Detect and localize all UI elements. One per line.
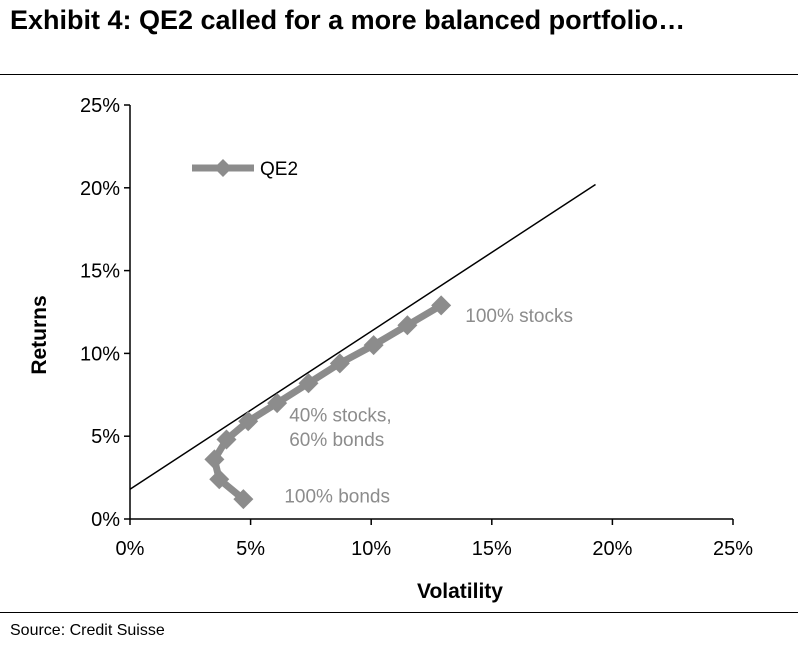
reference-line (129, 183, 596, 490)
x-axis-label: Volatility (417, 580, 503, 603)
x-tick-label: 25% (713, 538, 753, 560)
y-tick-label: 5% (91, 426, 120, 448)
data-point (329, 353, 350, 374)
data-point (363, 335, 384, 356)
y-axis-label: Returns (28, 295, 51, 374)
legend-marker (214, 159, 232, 177)
data-point (204, 449, 225, 470)
data-point (431, 295, 452, 316)
chart-svg: 0% 5% 10% 15% 20% 25% 0% 5% 10% 15% 20% 25% 100% st… (28, 95, 753, 603)
point-annotation: 40% stocks, (289, 405, 391, 426)
footer-divider (0, 612, 798, 613)
x-tick-label: 10% (351, 538, 391, 560)
y-tick-label: 0% (91, 509, 120, 531)
data-point (397, 315, 418, 336)
chart-title: Exhibit 4: QE2 called for a more balance… (10, 5, 686, 35)
y-tick-label: 10% (80, 343, 120, 365)
source-note: Source: Credit Suisse (10, 622, 165, 639)
legend-label: QE2 (260, 159, 298, 180)
data-point (233, 489, 254, 510)
y-tick-label: 25% (80, 95, 120, 117)
data-point (298, 373, 319, 394)
x-tick-label: 5% (236, 538, 265, 560)
reference-line-group (129, 183, 596, 490)
series-group (204, 295, 452, 510)
title-divider (0, 74, 798, 75)
legend: QE2 (192, 159, 298, 180)
y-tick-label: 15% (80, 261, 120, 283)
y-tick-label: 20% (80, 178, 120, 200)
point-annotation: 100% bonds (284, 486, 390, 507)
x-tick-label: 0% (116, 538, 145, 560)
x-tick-label: 15% (472, 538, 512, 560)
x-tick-label: 20% (592, 538, 632, 560)
annotation-group: 100% stocks 40% stocks, 60% bonds 100% bond… (284, 306, 573, 508)
data-point (209, 469, 230, 490)
data-point (267, 393, 288, 414)
point-annotation: 60% bonds (289, 430, 384, 451)
point-annotation: 100% stocks (465, 306, 573, 327)
data-point (216, 429, 237, 450)
data-point (238, 411, 259, 432)
axes: 0% 5% 10% 15% 20% 25% 0% 5% 10% 15% 20% 25% (80, 95, 753, 560)
